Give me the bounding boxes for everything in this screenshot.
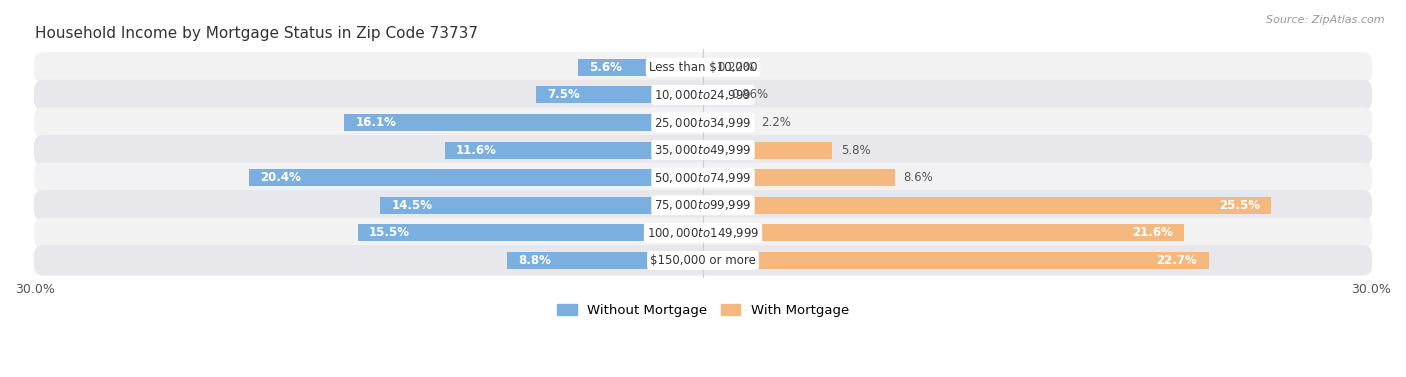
FancyBboxPatch shape [34, 80, 1372, 110]
Text: $50,000 to $74,999: $50,000 to $74,999 [654, 171, 752, 185]
Text: 25.5%: 25.5% [1219, 199, 1260, 212]
Bar [444, 141, 703, 159]
Bar [359, 224, 703, 241]
Bar [249, 169, 703, 186]
FancyBboxPatch shape [34, 218, 1372, 248]
FancyBboxPatch shape [34, 135, 1372, 165]
Text: 2.2%: 2.2% [761, 116, 790, 129]
Text: 5.6%: 5.6% [589, 61, 623, 74]
Text: 21.6%: 21.6% [1132, 226, 1173, 239]
Text: $25,000 to $34,999: $25,000 to $34,999 [654, 115, 752, 130]
Text: 8.8%: 8.8% [519, 254, 551, 267]
Text: 8.6%: 8.6% [904, 171, 934, 184]
Bar [344, 114, 703, 131]
Bar [703, 86, 723, 103]
FancyBboxPatch shape [34, 245, 1372, 276]
Bar [703, 169, 894, 186]
Text: 5.8%: 5.8% [841, 144, 870, 156]
Text: Source: ZipAtlas.com: Source: ZipAtlas.com [1267, 15, 1385, 25]
Text: 0.86%: 0.86% [731, 89, 768, 101]
Bar [703, 252, 1209, 269]
Bar [703, 197, 1271, 214]
Text: $35,000 to $49,999: $35,000 to $49,999 [654, 143, 752, 157]
Text: $10,000 to $24,999: $10,000 to $24,999 [654, 88, 752, 102]
Bar [380, 197, 703, 214]
Bar [703, 114, 752, 131]
Text: 11.6%: 11.6% [456, 144, 496, 156]
Bar [703, 141, 832, 159]
Text: 20.4%: 20.4% [260, 171, 301, 184]
Text: 22.7%: 22.7% [1157, 254, 1198, 267]
Text: $75,000 to $99,999: $75,000 to $99,999 [654, 198, 752, 212]
Text: 14.5%: 14.5% [391, 199, 432, 212]
Text: 15.5%: 15.5% [368, 226, 411, 239]
Text: 16.1%: 16.1% [356, 116, 396, 129]
FancyBboxPatch shape [34, 52, 1372, 83]
Text: $150,000 or more: $150,000 or more [650, 254, 756, 267]
Legend: Without Mortgage, With Mortgage: Without Mortgage, With Mortgage [551, 299, 855, 322]
Bar [578, 59, 703, 76]
FancyBboxPatch shape [34, 107, 1372, 138]
Text: Less than $10,000: Less than $10,000 [648, 61, 758, 74]
Bar [508, 252, 703, 269]
Bar [703, 224, 1184, 241]
Bar [703, 59, 707, 76]
Bar [536, 86, 703, 103]
Text: 7.5%: 7.5% [547, 89, 579, 101]
FancyBboxPatch shape [34, 162, 1372, 193]
FancyBboxPatch shape [34, 190, 1372, 221]
Text: $100,000 to $149,999: $100,000 to $149,999 [647, 226, 759, 240]
Text: 0.22%: 0.22% [717, 61, 754, 74]
Text: Household Income by Mortgage Status in Zip Code 73737: Household Income by Mortgage Status in Z… [35, 26, 478, 41]
